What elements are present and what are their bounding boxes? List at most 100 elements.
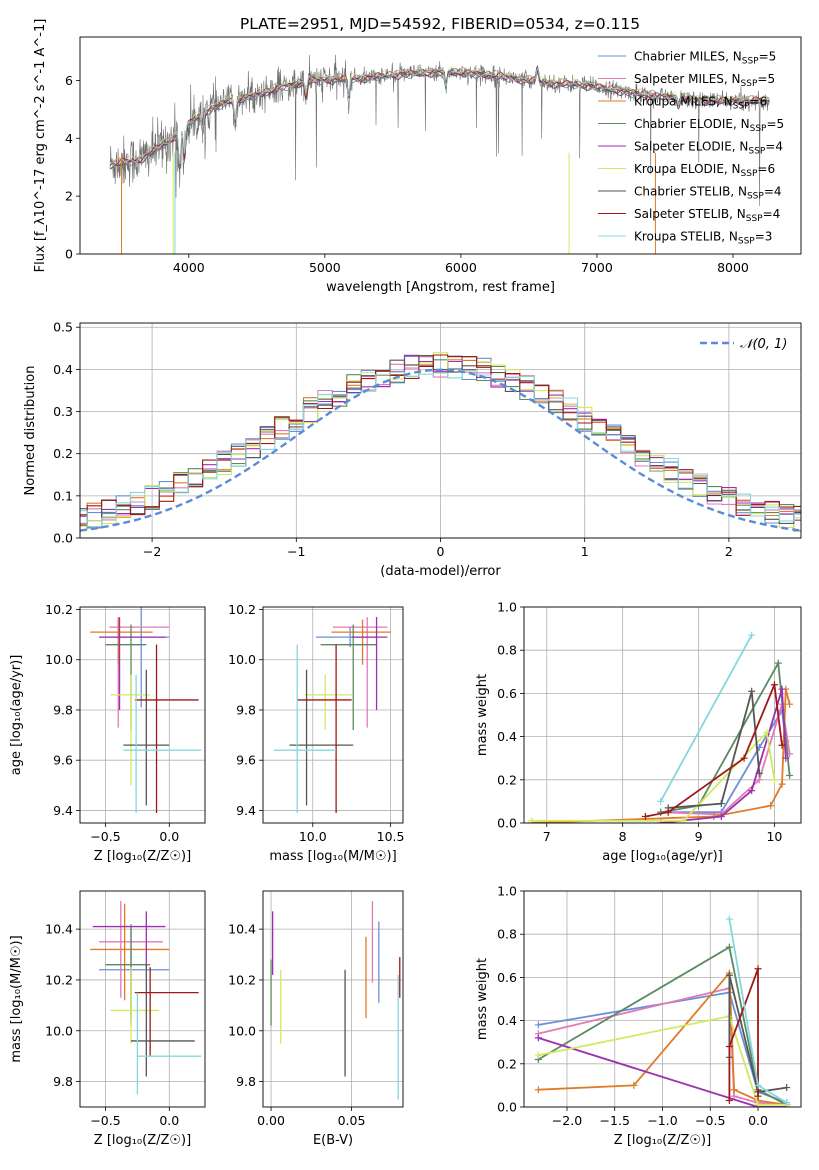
point-marker [755,776,763,784]
x-axis-label: Z [log₁₀(Z/Z☉)] [94,1133,191,1148]
series-line [659,634,753,802]
plot-mass_vs_Z: −0.5 0.0 9.8 10.0 10.2 10.4 Z [log₁₀(Z/Z☉)] mas… [9,890,206,1148]
point-marker [534,1051,542,1059]
point-marker [725,971,733,979]
legend-label: Salpeter STELIB, NSSP=4 [634,207,780,224]
x-axis-label: age [log₁₀(age/yr)] [602,849,723,864]
y-tick-label: 10.0 [45,1023,73,1038]
y-tick-label: 9.8 [236,702,256,717]
point-marker [534,1086,542,1094]
x-tick-label: 0.0 [159,829,179,844]
grid [80,891,205,1107]
point-marker [778,741,786,749]
point-marker [717,800,725,808]
point-marker [786,771,794,779]
point-marker [725,1043,733,1051]
y-tick-label: 0.8 [497,927,517,942]
legend-subscript: SSP [741,79,758,89]
series-line [538,1015,787,1106]
legend-count: =4 [764,185,782,199]
legend-subscript: SSP [738,237,755,247]
legend-subscript: SSP [741,169,758,179]
series-line [531,730,776,822]
y-tick-label: 9.6 [53,753,73,768]
plot-spectrum: 4000 5000 6000 7000 8000 0 2 4 6 wavelength [Angs… [33,19,802,295]
point-marker [783,1084,791,1092]
y-axis-label: age [log₁₀(age/yr)] [9,655,24,776]
x-tick-label: 6000 [445,260,477,275]
y-tick-label: 10.0 [228,652,256,667]
axes-frame [523,890,802,1108]
plot-mass_vs_EBV: 0.00 0.05 9.8 10.0 10.2 10.4 E(B-V) [228,890,404,1148]
x-tick-label: −1.0 [647,1113,677,1128]
legend-count: =5 [766,117,784,131]
point-marker [774,659,782,667]
y-tick-label: 9.4 [236,803,256,818]
y-tick-label: 6 [65,73,73,88]
point-marker [754,1092,762,1100]
plot-mass_weight_vs_Z: −2.0 −1.5 −1.0 −0.5 0.0 0.0 0.2 0.4 0.6 0.8 1.0 Z [… [475,884,802,1148]
y-tick-label: 10.2 [228,602,256,617]
y-tick-label: 9.8 [236,1074,256,1089]
x-tick-label: 7 [543,829,551,844]
point-marker [534,1034,542,1042]
x-tick-label: −0.5 [695,1113,725,1128]
axes-frame [262,890,404,1108]
plot-mass_weight_vs_age: 7 8 9 10 0.0 0.2 0.4 0.6 0.8 1.0 age [log₁₀(age/yr… [475,600,802,864]
x-tick-label: 8 [619,829,627,844]
grid [80,607,205,823]
legend-label: Chabrier ELODIE, NSSP=5 [634,117,784,134]
y-tick-label: 1.0 [497,600,517,615]
legend-subscript: SSP [742,57,759,67]
legend-label: Chabrier MILES, NSSP=5 [634,50,776,67]
y-axis-label: mass weight [475,958,490,1040]
legend-count: =3 [755,230,773,244]
y-tick-label: 0.6 [497,686,517,701]
data-layer [90,901,202,1095]
y-tick-label: 0.0 [53,531,73,546]
series-line [728,974,787,1093]
point-marker [748,787,756,795]
x-tick-label: 7000 [581,260,613,275]
y-tick-label: 0.0 [497,1100,517,1115]
grid [263,607,403,823]
y-tick-label: 0.2 [497,772,517,787]
point-marker [740,754,748,762]
plot-age_vs_mass: 10.0 10.5 9.4 9.6 9.8 10.0 10.2 mass [log₁₀(M/M… [228,602,404,864]
legend-label: Salpeter MILES, NSSP=5 [634,72,775,89]
y-tick-label: 0.4 [53,362,73,377]
y-axis-label: Normed distribution [23,366,38,496]
legend-count: =6 [750,95,768,109]
y-tick-label: 9.8 [53,702,73,717]
y-tick-label: 10.0 [228,1023,256,1038]
point-marker [630,1081,638,1089]
histogram-step [80,369,801,528]
normal-curve [80,368,801,532]
model-line [109,66,770,165]
data-layer [109,54,770,254]
point-marker [528,817,536,823]
point-marker [730,1092,738,1100]
axes-frame [79,606,206,824]
y-tick-label: 0.2 [53,446,73,461]
y-axis-label: mass [log₁₀(M/M☉)] [9,935,24,1062]
point-marker [755,769,763,777]
axes-frame [79,890,206,1108]
x-tick-label: 0 [437,544,445,559]
y-tick-label: 0.0 [497,816,517,831]
x-tick-label: 10 [766,829,782,844]
spectrum-legend: Chabrier MILES, NSSP=5 Salpeter MILES, NS… [598,50,784,247]
x-tick-label: 10.5 [377,829,405,844]
data-layer [90,607,202,813]
x-axis-label: mass [log₁₀(M/M☉)] [269,849,396,864]
y-tick-label: 9.4 [53,803,73,818]
y-tick-label: 0.6 [497,970,517,985]
data-layer [270,901,401,1100]
x-tick-label: 2 [725,544,733,559]
y-tick-label: 0.2 [497,1056,517,1071]
figure-title: PLATE=2951, MJD=54592, FIBERID=0534, z=0… [240,15,640,33]
y-tick-label: 0.1 [53,488,73,503]
axes-frame [79,322,802,539]
x-tick-label: −2.0 [552,1113,582,1128]
